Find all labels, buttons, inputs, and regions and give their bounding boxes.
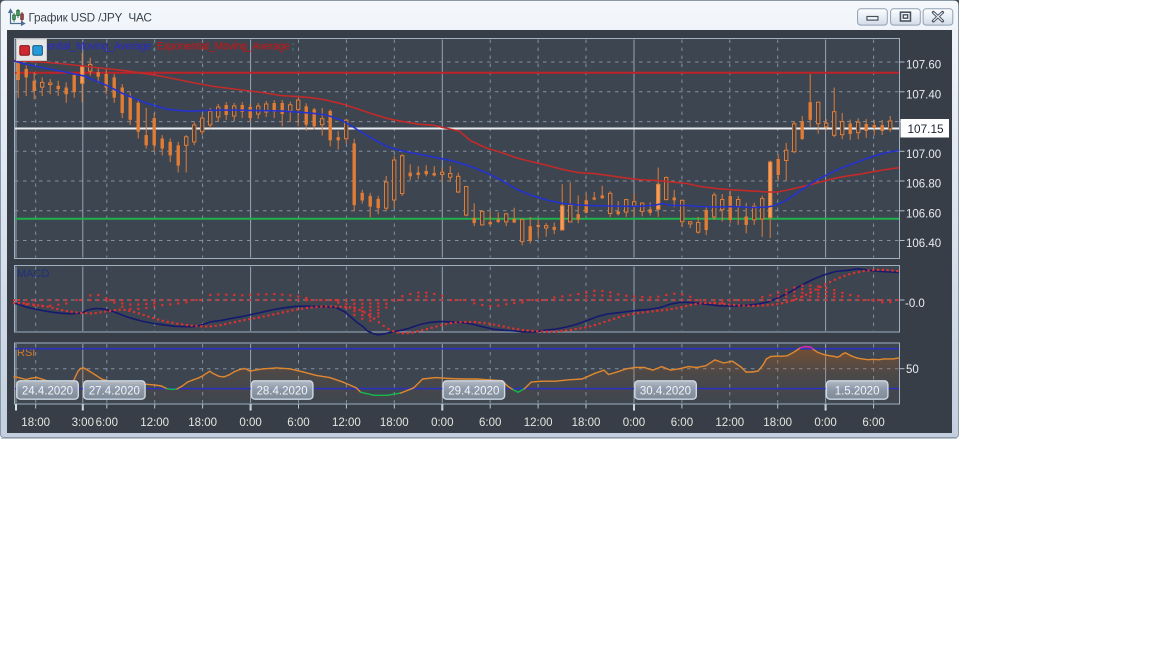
svg-text:3:00: 3:00: [72, 417, 94, 429]
svg-text:29.4.2020: 29.4.2020: [448, 385, 499, 397]
svg-text:50: 50: [906, 364, 919, 376]
svg-text:18:00: 18:00: [21, 417, 50, 429]
svg-text:106.60: 106.60: [906, 208, 941, 220]
svg-text:;: ;: [152, 41, 155, 53]
svg-text:106.40: 106.40: [906, 238, 941, 250]
svg-text:График USD /JPY ЧАС: График USD /JPY ЧАС: [29, 11, 153, 25]
svg-text:1.5.2020: 1.5.2020: [835, 385, 880, 397]
svg-text:107.15: 107.15: [908, 122, 945, 136]
svg-text:106.80: 106.80: [906, 179, 941, 191]
svg-text:;: ;: [292, 41, 295, 53]
svg-text:18:00: 18:00: [380, 417, 409, 429]
svg-text:12:00: 12:00: [715, 417, 744, 429]
svg-text:18:00: 18:00: [572, 417, 601, 429]
svg-text:24.4.2020: 24.4.2020: [22, 385, 73, 397]
svg-text:6:00: 6:00: [287, 417, 309, 429]
svg-text:107.40: 107.40: [906, 89, 941, 101]
svg-text:0:00: 0:00: [814, 417, 836, 429]
svg-text:0:00: 0:00: [431, 417, 453, 429]
svg-text:RSI: RSI: [17, 347, 35, 359]
svg-text:0:00: 0:00: [239, 417, 261, 429]
svg-text:0:00: 0:00: [623, 417, 645, 429]
svg-text:6:00: 6:00: [96, 417, 118, 429]
svg-text:12:00: 12:00: [332, 417, 361, 429]
svg-text:6:00: 6:00: [671, 417, 693, 429]
svg-text:-0.0: -0.0: [905, 298, 925, 310]
svg-text:6:00: 6:00: [862, 417, 884, 429]
svg-text:18:00: 18:00: [763, 417, 792, 429]
svg-text:ential_Moving_Average: ential_Moving_Average: [47, 41, 152, 53]
svg-text:Exponential_Moving_Average: Exponential_Moving_Average: [157, 41, 290, 53]
svg-text:28.4.2020: 28.4.2020: [257, 385, 308, 397]
svg-text:27.4.2020: 27.4.2020: [89, 385, 140, 397]
svg-text:6:00: 6:00: [479, 417, 501, 429]
svg-text:12:00: 12:00: [524, 417, 553, 429]
svg-text:12:00: 12:00: [140, 417, 169, 429]
svg-text:30.4.2020: 30.4.2020: [640, 385, 691, 397]
svg-text:18:00: 18:00: [188, 417, 217, 429]
svg-text:MACD: MACD: [17, 268, 49, 280]
svg-text:107.00: 107.00: [906, 149, 941, 161]
svg-text:107.60: 107.60: [906, 60, 941, 72]
